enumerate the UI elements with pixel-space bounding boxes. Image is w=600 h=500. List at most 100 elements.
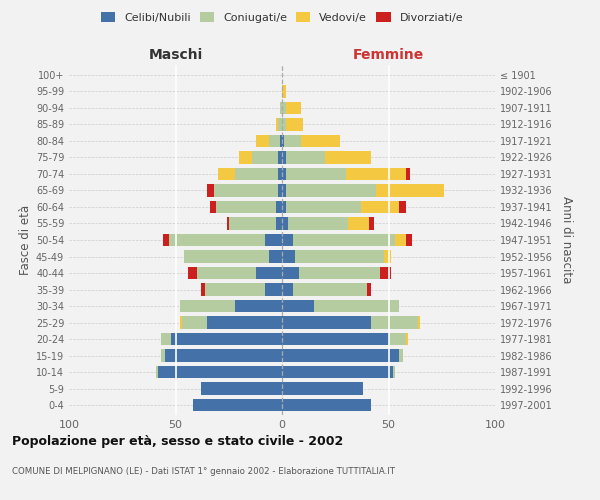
Bar <box>235 168 278 180</box>
Bar <box>406 168 410 180</box>
Bar <box>286 201 361 213</box>
Bar <box>282 399 371 411</box>
Bar <box>208 184 214 196</box>
Bar <box>269 250 282 262</box>
Bar <box>399 350 403 362</box>
Bar <box>239 152 252 164</box>
Bar <box>282 333 389 345</box>
Bar <box>235 300 282 312</box>
Bar <box>193 399 282 411</box>
Bar <box>158 366 282 378</box>
Bar <box>275 201 282 213</box>
Bar <box>406 333 407 345</box>
Bar <box>188 267 197 279</box>
Bar <box>282 135 284 147</box>
Bar <box>418 316 421 328</box>
Bar <box>169 234 265 246</box>
Bar <box>389 333 406 345</box>
Bar <box>184 250 269 262</box>
Bar <box>293 284 367 296</box>
Bar <box>269 135 280 147</box>
Bar <box>278 118 282 130</box>
Text: COMUNE DI MELPIGNANO (LE) - Dati ISTAT 1° gennaio 2002 - Elaborazione TUTTITALIA: COMUNE DI MELPIGNANO (LE) - Dati ISTAT 1… <box>12 468 395 476</box>
Bar <box>282 300 314 312</box>
Bar <box>161 350 165 362</box>
Bar <box>182 316 208 328</box>
Bar <box>209 201 216 213</box>
Bar <box>376 184 444 196</box>
Bar <box>282 201 286 213</box>
Bar <box>275 218 282 230</box>
Bar <box>284 135 301 147</box>
Bar <box>406 234 412 246</box>
Bar <box>361 201 399 213</box>
Bar <box>252 152 278 164</box>
Bar <box>380 267 391 279</box>
Bar <box>282 218 289 230</box>
Bar <box>282 118 286 130</box>
Y-axis label: Anni di nascita: Anni di nascita <box>560 196 572 284</box>
Bar <box>295 250 384 262</box>
Bar <box>180 300 235 312</box>
Bar <box>216 201 275 213</box>
Bar <box>286 168 346 180</box>
Bar <box>282 382 363 395</box>
Bar <box>278 184 282 196</box>
Bar <box>205 284 265 296</box>
Bar <box>289 218 348 230</box>
Bar <box>163 234 169 246</box>
Bar <box>282 85 286 98</box>
Bar <box>171 333 282 345</box>
Bar <box>218 168 235 180</box>
Y-axis label: Fasce di età: Fasce di età <box>19 205 32 275</box>
Bar <box>286 152 325 164</box>
Text: Maschi: Maschi <box>148 48 203 62</box>
Bar <box>282 284 293 296</box>
Bar <box>348 218 370 230</box>
Bar <box>370 218 374 230</box>
Bar <box>275 118 278 130</box>
Bar <box>282 152 286 164</box>
Bar <box>367 284 371 296</box>
Bar <box>282 267 299 279</box>
Bar <box>286 118 304 130</box>
Bar <box>282 168 286 180</box>
Bar <box>399 201 406 213</box>
Bar <box>286 184 376 196</box>
Bar <box>278 152 282 164</box>
Bar <box>227 218 229 230</box>
Bar <box>393 366 395 378</box>
Bar <box>157 366 158 378</box>
Bar <box>208 316 282 328</box>
Bar <box>278 168 282 180</box>
Bar <box>371 316 418 328</box>
Bar <box>265 284 282 296</box>
Bar <box>280 135 282 147</box>
Bar <box>293 234 395 246</box>
Bar <box>286 102 301 114</box>
Bar <box>301 135 340 147</box>
Bar <box>282 250 295 262</box>
Bar <box>395 234 406 246</box>
Bar <box>346 168 406 180</box>
Legend: Celibi/Nubili, Coniugati/e, Vedovi/e, Divorziati/e: Celibi/Nubili, Coniugati/e, Vedovi/e, Di… <box>97 8 467 28</box>
Text: Popolazione per età, sesso e stato civile - 2002: Popolazione per età, sesso e stato civil… <box>12 435 343 448</box>
Bar <box>201 284 205 296</box>
Text: Femmine: Femmine <box>353 48 424 62</box>
Bar <box>161 333 171 345</box>
Bar <box>314 300 399 312</box>
Bar <box>180 316 182 328</box>
Bar <box>282 350 399 362</box>
Bar <box>282 184 286 196</box>
Bar <box>325 152 371 164</box>
Bar <box>282 102 286 114</box>
Bar <box>299 267 380 279</box>
Bar <box>282 366 393 378</box>
Bar <box>229 218 275 230</box>
Bar <box>214 184 278 196</box>
Bar <box>165 350 282 362</box>
Bar <box>201 382 282 395</box>
Bar <box>256 135 269 147</box>
Bar <box>265 234 282 246</box>
Bar <box>280 102 282 114</box>
